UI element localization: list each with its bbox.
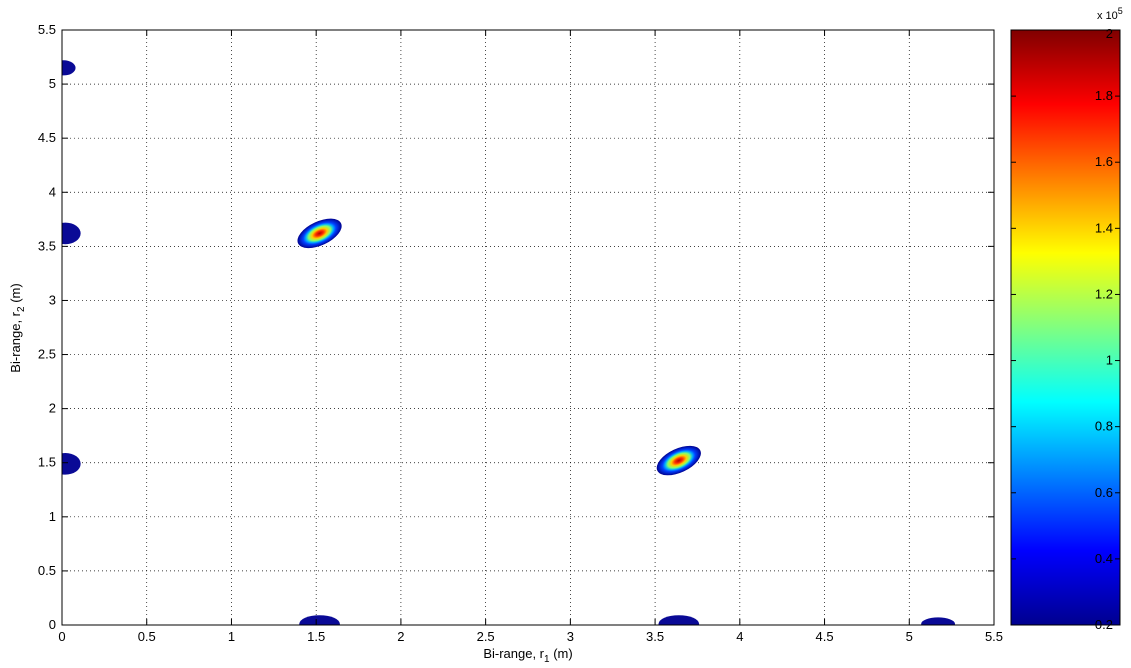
x-tick-label: 0 xyxy=(58,629,65,644)
y-tick-label: 2.5 xyxy=(38,347,56,362)
y-tick-label: 0.5 xyxy=(38,563,56,578)
contour-peak xyxy=(299,615,340,625)
plot-frame xyxy=(61,29,995,626)
x-tick-label: 4.5 xyxy=(816,629,834,644)
contour-peak xyxy=(656,445,701,476)
colorbar-tick-label: 0.4 xyxy=(1095,551,1113,566)
colorbar-tick-label: 1.2 xyxy=(1095,286,1113,301)
contour-peak xyxy=(658,615,700,625)
x-tick-label: 4 xyxy=(736,629,743,644)
colorbar-tick-label: 0.6 xyxy=(1095,485,1113,500)
y-tick-label: 5 xyxy=(49,76,56,91)
y-axis-label: Bi-range, r2 (m) xyxy=(8,283,27,372)
colorbar-tick-label: 0.2 xyxy=(1095,617,1113,632)
colorbar-tick-label: 1 xyxy=(1106,353,1113,368)
y-tick-label: 1 xyxy=(49,509,56,524)
plot-area: 0 0.5 1 1.5 2 2.5 3 3.5 4 4.5 5 5.5 0 0.5 1 1.5 2 2.5 3 3.5… xyxy=(38,22,1003,644)
x-axis-label: Bi-range, r1 (m) xyxy=(483,646,572,665)
y-tick-label: 0 xyxy=(49,617,56,632)
contour-peak xyxy=(921,617,956,625)
colorbar-gradient xyxy=(1010,29,1121,626)
x-tick-label: 5.5 xyxy=(985,629,1003,644)
colorbar-ticks: 0.2 0.4 0.6 0.8 1 1.2 1.4 1.6 1.8 2 xyxy=(1011,26,1120,632)
axis-ticks: 0 0.5 1 1.5 2 2.5 3 3.5 4 4.5 5 5.5 0 0.5 1 1.5 2 2.5 3 3.5… xyxy=(38,22,1003,644)
colorbar: 0.2 0.4 0.6 0.8 1 1.2 1.4 1.6 1.8 2 x 105 xyxy=(1010,6,1123,632)
contour-peak xyxy=(62,452,81,475)
y-tick-label: 1.5 xyxy=(38,455,56,470)
contour-peak xyxy=(62,222,81,245)
x-tick-label: 3 xyxy=(567,629,574,644)
y-tick-label: 2 xyxy=(49,401,56,416)
x-tick-label: 5 xyxy=(906,629,913,644)
y-tick-label: 4 xyxy=(49,184,56,199)
colorbar-tick-label: 1.4 xyxy=(1095,220,1113,235)
colorbar-exponent: x 105 xyxy=(1097,6,1123,22)
colorbar-tick-label: 2 xyxy=(1106,26,1113,41)
colorbar-tick-label: 1.6 xyxy=(1095,154,1113,169)
y-tick-label: 3 xyxy=(49,292,56,307)
x-tick-label: 3.5 xyxy=(646,629,664,644)
x-tick-label: 0.5 xyxy=(138,629,156,644)
x-tick-label: 2 xyxy=(397,629,404,644)
colorbar-tick-label: 1.8 xyxy=(1095,88,1113,103)
x-tick-label: 2.5 xyxy=(477,629,495,644)
y-tick-label: 3.5 xyxy=(38,238,56,253)
x-tick-label: 1.5 xyxy=(307,629,325,644)
y-tick-label: 4.5 xyxy=(38,130,56,145)
contour-peak xyxy=(297,218,342,249)
y-tick-label: 5.5 xyxy=(38,22,56,37)
x-tick-label: 1 xyxy=(228,629,235,644)
contour-peak xyxy=(62,60,76,76)
contour-blobs xyxy=(62,60,956,625)
colorbar-tick-label: 0.8 xyxy=(1095,419,1113,434)
grid-lines xyxy=(62,30,994,625)
